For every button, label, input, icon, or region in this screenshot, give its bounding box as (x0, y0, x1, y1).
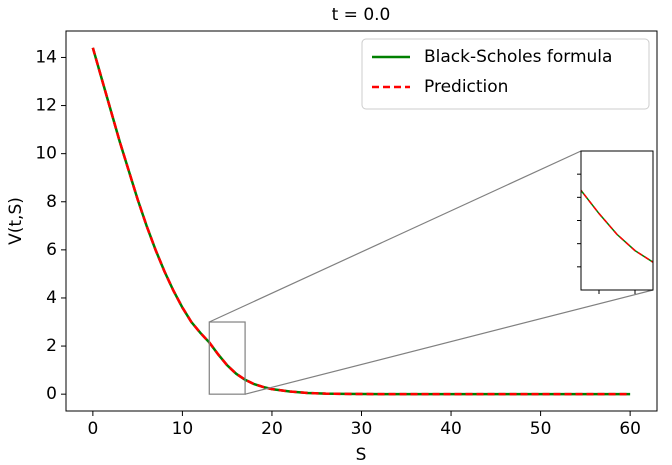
inset-frame (580, 150, 654, 291)
x-tick-label: 60 (619, 419, 641, 439)
x-tick-label: 40 (440, 419, 462, 439)
chart-title: t = 0.0 (332, 5, 391, 25)
x-tick-label: 10 (172, 419, 194, 439)
inset-indicator (208, 321, 246, 395)
inset-line (581, 189, 653, 264)
y-axis-label: V(t,S) (6, 197, 26, 245)
y-tick-label: 14 (35, 47, 57, 67)
x-tick-label: 30 (351, 419, 373, 439)
inset-connector (209, 150, 582, 323)
y-tick-label: 12 (35, 96, 57, 116)
x-tick-label: 20 (261, 419, 283, 439)
x-axis-label: S (356, 445, 367, 465)
x-tick-label: 0 (87, 419, 98, 439)
x-tick-label: 50 (530, 419, 552, 439)
plot-frame (65, 30, 658, 412)
series-line (91, 47, 631, 396)
y-tick-label: 2 (46, 336, 57, 356)
inset-background (581, 151, 653, 290)
y-tick-label: 8 (46, 192, 57, 212)
legend-box (361, 38, 650, 110)
y-tick-label: 10 (35, 144, 57, 164)
legend-label: Black-Scholes formula (424, 47, 612, 67)
y-tick-label: 4 (46, 288, 57, 308)
y-tick-label: 0 (46, 384, 57, 404)
legend-label: Prediction (424, 77, 508, 97)
y-tick-label: 6 (46, 240, 57, 260)
inset-connector (244, 289, 654, 395)
